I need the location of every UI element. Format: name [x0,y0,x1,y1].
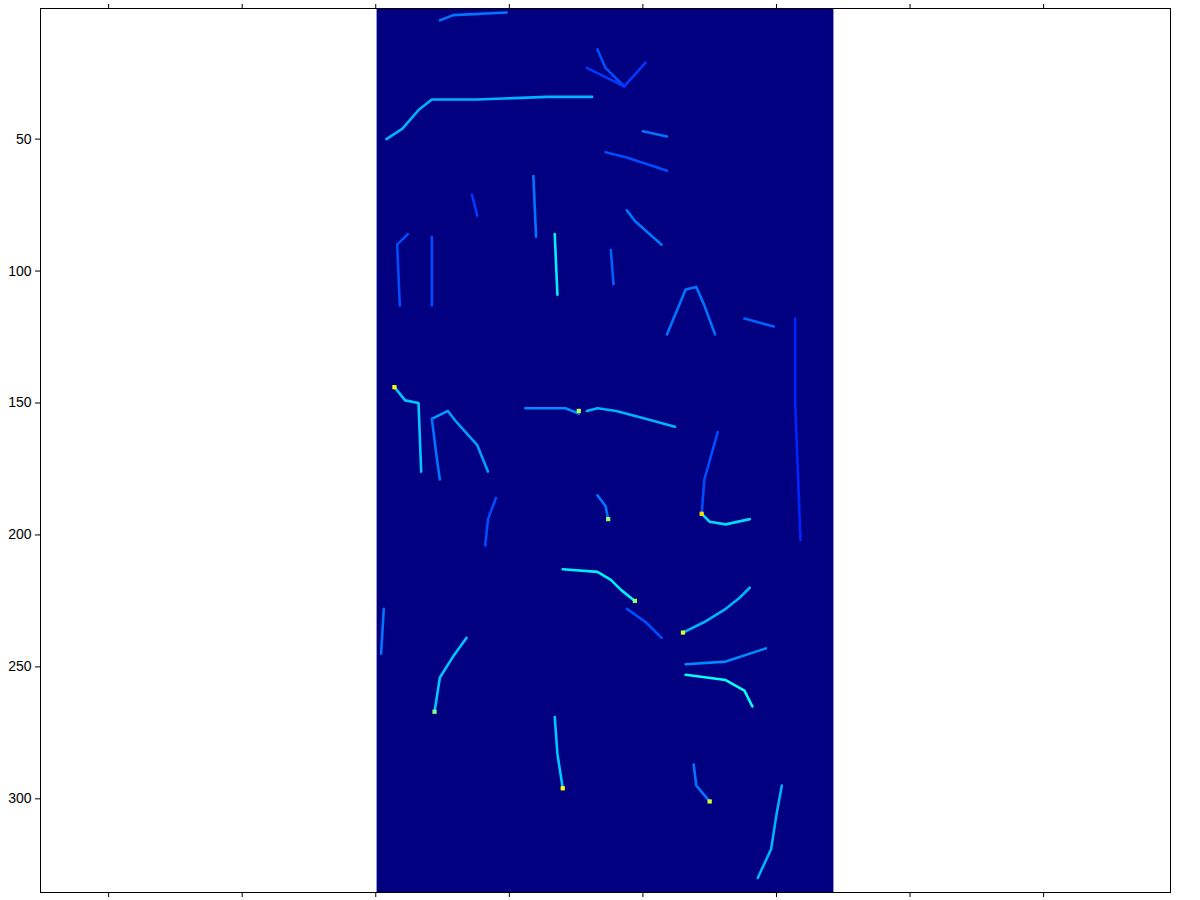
svg-text:300: 300 [8,790,32,806]
svg-text:50: 50 [16,131,32,147]
svg-text:100: 100 [8,263,32,279]
svg-text:250: 250 [8,658,32,674]
svg-text:150: 150 [8,394,32,410]
svg-text:200: 200 [8,526,32,542]
